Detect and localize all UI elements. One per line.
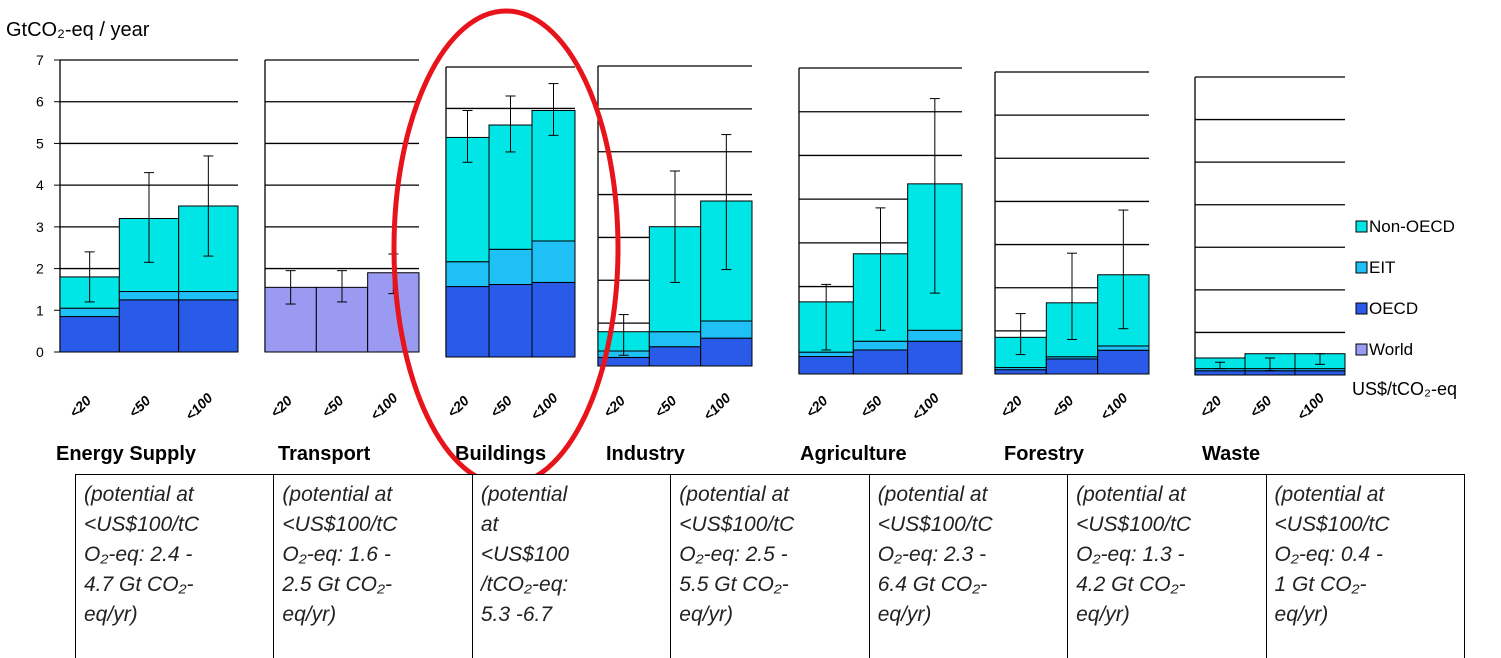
mitigation-chart: GtCO₂-eq / year 0 1 2 3 4 5 6 7 <20 <50 <100 Energ… bbox=[6, 8, 1457, 475]
potential-notes-table: (potential at <US$100/tC O₂-eq: 2.4 - 4.… bbox=[74, 474, 1466, 658]
bar-segment-eit bbox=[648, 331, 702, 348]
note-industry: (potential at <US$100/tC O₂-eq: 2.5 - 5.… bbox=[670, 474, 870, 658]
legend-label: Non-OECD bbox=[1369, 217, 1455, 236]
bar-segment-oecd bbox=[852, 349, 909, 375]
bar-segment-eit bbox=[700, 320, 753, 339]
bar-segment-oecd bbox=[531, 281, 576, 358]
x-tick-label: <100 bbox=[1294, 390, 1328, 424]
bar-segment-oecd bbox=[1294, 370, 1346, 376]
bar-segment-eit bbox=[798, 351, 854, 358]
legend-swatch bbox=[1355, 302, 1368, 315]
bar-segment-eit bbox=[852, 340, 909, 351]
y-tick-label: 2 bbox=[36, 261, 44, 277]
bar-segment-oecd bbox=[1194, 370, 1246, 376]
legend: Non-OECD EIT OECD World bbox=[1355, 217, 1455, 359]
legend-swatch bbox=[1355, 220, 1368, 233]
panel-energy-supply: <20 <50 <100 Energy Supply bbox=[56, 59, 239, 465]
note-transport: (potential at <US$100/tC O₂-eq: 1.6 - 2.… bbox=[273, 474, 473, 658]
bar-segment-eit bbox=[531, 240, 576, 283]
x-tick-label: <100 bbox=[700, 390, 734, 424]
bar-segment-eit bbox=[59, 307, 120, 318]
x-tick-label: <100 bbox=[367, 390, 401, 424]
sector-label: Buildings bbox=[455, 443, 546, 465]
bar-segment-oecd bbox=[648, 346, 702, 367]
y-tick-label: 5 bbox=[36, 135, 44, 151]
x-tick-label: <50 bbox=[857, 392, 885, 420]
y-axis-label: GtCO₂-eq / year bbox=[6, 19, 150, 41]
bar-segment-oecd bbox=[445, 286, 490, 358]
x-tick-label: <20 bbox=[803, 392, 831, 420]
x-tick-label: <50 bbox=[651, 392, 679, 420]
highlight-ellipse bbox=[391, 8, 621, 475]
bar-segment-eit bbox=[488, 248, 533, 286]
bar-segment-eit bbox=[118, 291, 180, 301]
legend-label: OECD bbox=[1369, 299, 1418, 318]
bar-segment-oecd bbox=[907, 340, 963, 375]
x-tick-label: <50 bbox=[125, 392, 153, 420]
bar-segment-oecd bbox=[178, 299, 239, 353]
legend-swatch bbox=[1355, 261, 1368, 274]
unit-label: US$/tCO₂-eq bbox=[1352, 379, 1457, 399]
x-tick-label: <100 bbox=[1097, 390, 1131, 424]
panel-industry: <20 <50 <100 Industry bbox=[597, 65, 753, 465]
note-forestry: (potential at <US$100/tC O₂-eq: 1.3 - 4.… bbox=[1067, 474, 1267, 658]
note-agriculture: (potential at <US$100/tC O₂-eq: 2.3 - 6.… bbox=[868, 474, 1069, 658]
bar-segment-oecd bbox=[798, 356, 854, 375]
x-tick-label: <100 bbox=[527, 390, 561, 424]
x-tick-label: <20 bbox=[444, 392, 472, 420]
legend-label: EIT bbox=[1369, 258, 1395, 277]
y-tick-label: 3 bbox=[36, 219, 44, 235]
x-tick-label: <50 bbox=[318, 392, 346, 420]
x-tick-label: <20 bbox=[600, 392, 628, 420]
x-tick-label: <20 bbox=[997, 392, 1025, 420]
sector-panels: <20 <50 <100 Energy Supply <20 <50 <100 Transpo… bbox=[56, 59, 1346, 465]
bar-segment-eit bbox=[445, 261, 490, 288]
legend-swatch bbox=[1355, 343, 1368, 356]
bar-segment-eit bbox=[1097, 345, 1150, 351]
y-tick-label: 7 bbox=[36, 52, 44, 68]
legend-label: World bbox=[1369, 340, 1413, 359]
note-waste: (potential at <US$100/tC O₂-eq: 0.4 - 1 … bbox=[1265, 474, 1466, 658]
note-buildings: (potential at <US$100 /tCO₂-eq: 5.3 -6.7 bbox=[471, 474, 672, 658]
sector-label: Energy Supply bbox=[56, 443, 197, 465]
panel-waste: <20 <50 <100 Waste bbox=[1194, 76, 1346, 465]
x-tick-label: <100 bbox=[182, 390, 216, 424]
x-tick-label: <100 bbox=[908, 390, 942, 424]
x-tick-label: <50 bbox=[1048, 392, 1076, 420]
panel-forestry: <20 <50 <100 Forestry bbox=[994, 71, 1150, 465]
sector-label: Forestry bbox=[1004, 443, 1085, 465]
x-tick-label: <20 bbox=[66, 392, 94, 420]
note-energy-supply: (potential at <US$100/tC O₂-eq: 2.4 - 4.… bbox=[74, 474, 275, 658]
y-tick-label: 0 bbox=[36, 344, 44, 360]
bar-segment-oecd bbox=[59, 316, 120, 353]
sector-label: Agriculture bbox=[800, 443, 907, 465]
bar-segment-eit bbox=[907, 329, 963, 342]
sector-label: Industry bbox=[606, 443, 686, 465]
bar-segment-oecd bbox=[1045, 358, 1099, 375]
y-tick-label: 1 bbox=[36, 302, 44, 318]
panel-buildings: <20 <50 <100 Buildings bbox=[444, 66, 576, 465]
bar-segment-oecd bbox=[994, 369, 1047, 375]
bar-segment-eit bbox=[178, 291, 239, 301]
x-tick-label: <20 bbox=[1196, 392, 1224, 420]
sector-label: Transport bbox=[278, 443, 371, 465]
y-axis-ticks: 0 1 2 3 4 5 6 7 bbox=[36, 52, 60, 360]
bar-segment-oecd bbox=[700, 337, 753, 367]
sector-label: Waste bbox=[1202, 443, 1260, 465]
y-tick-label: 4 bbox=[36, 177, 44, 193]
x-tick-label: <50 bbox=[487, 392, 515, 420]
y-tick-label: 6 bbox=[36, 94, 44, 110]
bar-segment-oecd bbox=[1244, 370, 1296, 376]
bar-segment-oecd bbox=[1097, 349, 1150, 375]
x-tick-label: <50 bbox=[1246, 392, 1274, 420]
bar-segment-oecd bbox=[488, 284, 533, 358]
x-tick-label: <20 bbox=[267, 392, 295, 420]
bar-segment-oecd bbox=[118, 299, 180, 353]
